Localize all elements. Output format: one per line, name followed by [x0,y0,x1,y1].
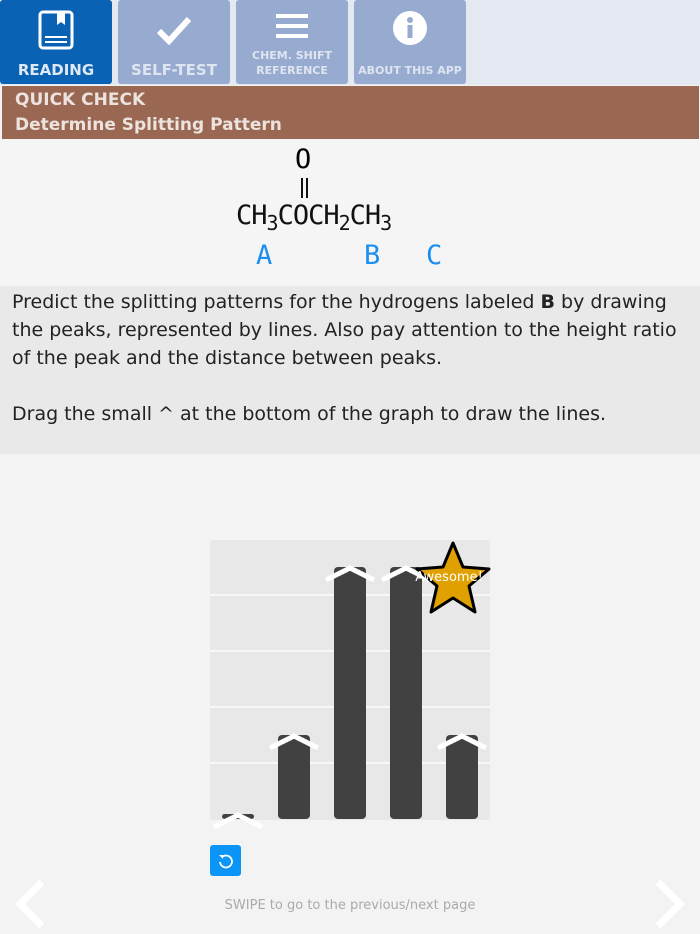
tab-label: SELF-TEST [131,61,217,79]
header-subtitle: Determine Splitting Pattern [15,115,282,135]
drag-hint: Drag the small ^ at the bottom of the gr… [12,403,607,425]
peak-bar [390,566,422,819]
tab-label: READING [17,61,95,79]
menu-icon [236,6,348,46]
star-badge: Awesome! [415,541,491,614]
info-icon [354,8,466,48]
drag-handle[interactable] [267,732,321,750]
check-icon [118,10,230,50]
tab-label: ABOUT THIS APP [358,64,462,77]
refresh-icon [218,854,233,868]
drag-handle[interactable] [435,732,489,750]
peak-bar [278,734,310,819]
drag-handle[interactable] [211,811,265,829]
tab-chem-shift-reference[interactable]: CHEM. SHIFT REFERENCE [236,0,348,84]
previous-page-arrow-icon[interactable] [12,878,46,928]
top-tab-bar: READING SELF-TEST CHEM. SHIFT REFERENCE A… [0,0,700,85]
section-header: QUICK CHECK Determine Splitting Pattern [2,86,699,139]
reset-button[interactable] [210,845,241,876]
label-c: C [426,240,443,271]
formula: CH3COCH2CH3 [236,200,392,235]
double-bond [301,178,308,198]
header-title: QUICK CHECK [15,90,146,110]
drag-handle[interactable] [379,564,433,582]
label-b: B [364,240,381,271]
swipe-hint: SWIPE to go to the previous/next page [224,898,476,913]
oxygen: O [295,144,312,175]
tab-about[interactable]: ABOUT THIS APP [354,0,466,84]
peak-bar [334,566,366,819]
instruction-text: Predict the splitting patterns for the h… [12,291,677,369]
instructions: Predict the splitting patterns for the h… [0,286,700,454]
tab-label: CHEM. SHIFT REFERENCE [252,49,332,77]
label-a: A [256,240,273,271]
peak-bar [446,734,478,819]
molecule-structure: O CH3COCH2CH3 A B C [0,140,700,286]
book-icon [0,10,112,50]
awesome-text: Awesome! [415,570,483,585]
drag-handle[interactable] [323,564,377,582]
tab-reading[interactable]: READING [0,0,112,84]
tab-self-test[interactable]: SELF-TEST [118,0,230,84]
next-page-arrow-icon[interactable] [654,878,688,928]
